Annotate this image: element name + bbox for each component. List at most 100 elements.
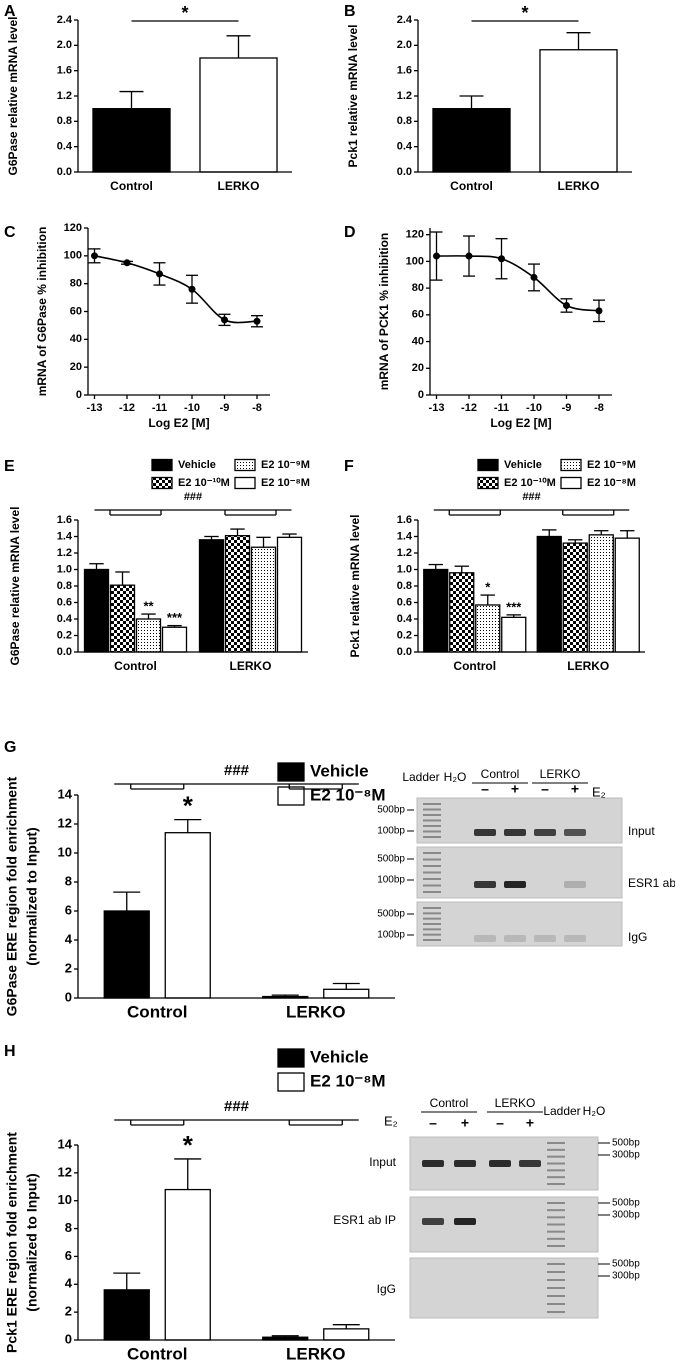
point <box>595 307 603 315</box>
gel-strip <box>416 846 623 899</box>
ladder-band <box>423 912 441 915</box>
ladder-band <box>423 819 441 822</box>
y-tick-label: 4 <box>65 1276 73 1291</box>
y-tick-label: 0.4 <box>397 613 413 625</box>
panel-letter: C <box>4 224 16 241</box>
gel-label: – <box>481 781 489 797</box>
gel-band <box>474 881 496 888</box>
legend-label: E2 10⁻⁹M <box>587 459 636 471</box>
gel-label: ESR1 ab IP <box>333 1213 396 1227</box>
bar <box>199 57 278 173</box>
legend-swatch <box>477 458 499 472</box>
ladder-band <box>547 1202 565 1204</box>
y-tick-label: 1.6 <box>397 65 412 77</box>
x-tick-label: -11 <box>494 402 509 414</box>
y-tick-label: 4 <box>65 931 73 946</box>
y-tick-label: 0.4 <box>57 141 73 153</box>
gel-label: E₂ <box>384 1113 398 1128</box>
bar <box>539 49 618 173</box>
significance-label: ** <box>143 598 154 613</box>
y-tick-label: 1.6 <box>57 514 72 526</box>
significance-label: * <box>183 791 194 821</box>
y-axis-label: Pck1 relative mRNA level <box>348 515 362 658</box>
legend-swatch <box>234 476 256 490</box>
gel-band <box>422 1218 444 1225</box>
gel-band <box>422 1160 444 1167</box>
gel-label: 500bp <box>377 805 405 816</box>
bar <box>501 616 527 653</box>
legend-swatch <box>277 786 305 806</box>
ladder-band <box>423 917 441 920</box>
significance-label: * <box>181 3 188 23</box>
y-tick-label: 0.0 <box>397 646 412 658</box>
bar <box>432 108 511 173</box>
y-axis-label: Pck1 relative mRNA level <box>346 25 360 168</box>
ladder-band <box>547 1263 565 1265</box>
gel-label: Input <box>369 1155 396 1169</box>
point <box>123 259 131 267</box>
bar <box>276 536 303 653</box>
legend-swatch <box>277 1048 305 1068</box>
x-tick-label: -10 <box>526 402 542 414</box>
ladder-band <box>547 1230 565 1233</box>
bar <box>449 572 475 653</box>
gel-strip <box>416 901 623 947</box>
y-tick-label: 80 <box>412 282 424 294</box>
y-tick-label: 2 <box>65 1304 72 1319</box>
y-tick-label: 0.8 <box>57 580 72 592</box>
legend-label: E2 10⁻¹⁰M <box>504 477 556 489</box>
y-tick-label: 80 <box>70 278 82 290</box>
bar <box>562 542 588 653</box>
gel-band <box>504 829 526 836</box>
x-tick-label: Control <box>114 659 157 673</box>
ladder-band <box>423 852 441 854</box>
gel-band <box>564 935 586 942</box>
legend-swatch <box>151 476 173 490</box>
ladder-band <box>423 830 441 833</box>
gel-label: – <box>496 1115 504 1131</box>
ladder-band <box>423 878 441 880</box>
bar <box>224 535 251 653</box>
y-tick-label: 8 <box>65 1220 72 1235</box>
x-tick-label: Control <box>453 659 496 673</box>
ladder-band <box>547 1183 565 1185</box>
gel-label: 100bp <box>377 930 405 941</box>
gel-label: + <box>571 781 579 797</box>
y-tick-label: 8 <box>65 873 72 888</box>
bar <box>164 832 211 999</box>
ladder-band <box>423 891 441 893</box>
bar <box>161 626 188 653</box>
significance-label: * <box>485 580 491 595</box>
point <box>563 301 570 309</box>
point <box>530 273 538 281</box>
x-tick-label: -13 <box>429 402 445 414</box>
y-tick-label: 100 <box>64 250 82 262</box>
x-tick-label: -9 <box>562 402 572 414</box>
gel-band <box>504 881 526 888</box>
point <box>156 270 163 278</box>
gel-label: Input <box>628 824 655 838</box>
y-tick-label: 20 <box>412 362 424 374</box>
ladder-band <box>423 865 441 867</box>
y-tick-label: 14 <box>58 1136 73 1151</box>
gel-band <box>489 1160 511 1167</box>
y-tick-label: 0.0 <box>57 166 72 178</box>
legend-swatch <box>277 762 305 782</box>
significance-label: *** <box>506 599 522 614</box>
ladder-band <box>547 1223 565 1226</box>
bar <box>323 988 370 999</box>
y-tick-label: 10 <box>58 1192 72 1207</box>
y-axis-label: (normalized to Input) <box>24 1173 40 1311</box>
bar <box>198 539 225 653</box>
point <box>221 316 228 324</box>
x-tick-label: LERKO <box>558 179 600 193</box>
significance-label: * <box>521 3 528 23</box>
gel-band <box>474 935 496 942</box>
y-tick-label: 12 <box>58 815 72 830</box>
legend-label: E2 10⁻⁸M <box>310 785 386 804</box>
gel-label: ESR1 ab IP <box>628 876 675 890</box>
y-axis-label: G6Pase ERE region fold enrichment <box>4 776 20 1016</box>
ladder-band <box>547 1142 565 1144</box>
ladder-band <box>423 884 441 887</box>
